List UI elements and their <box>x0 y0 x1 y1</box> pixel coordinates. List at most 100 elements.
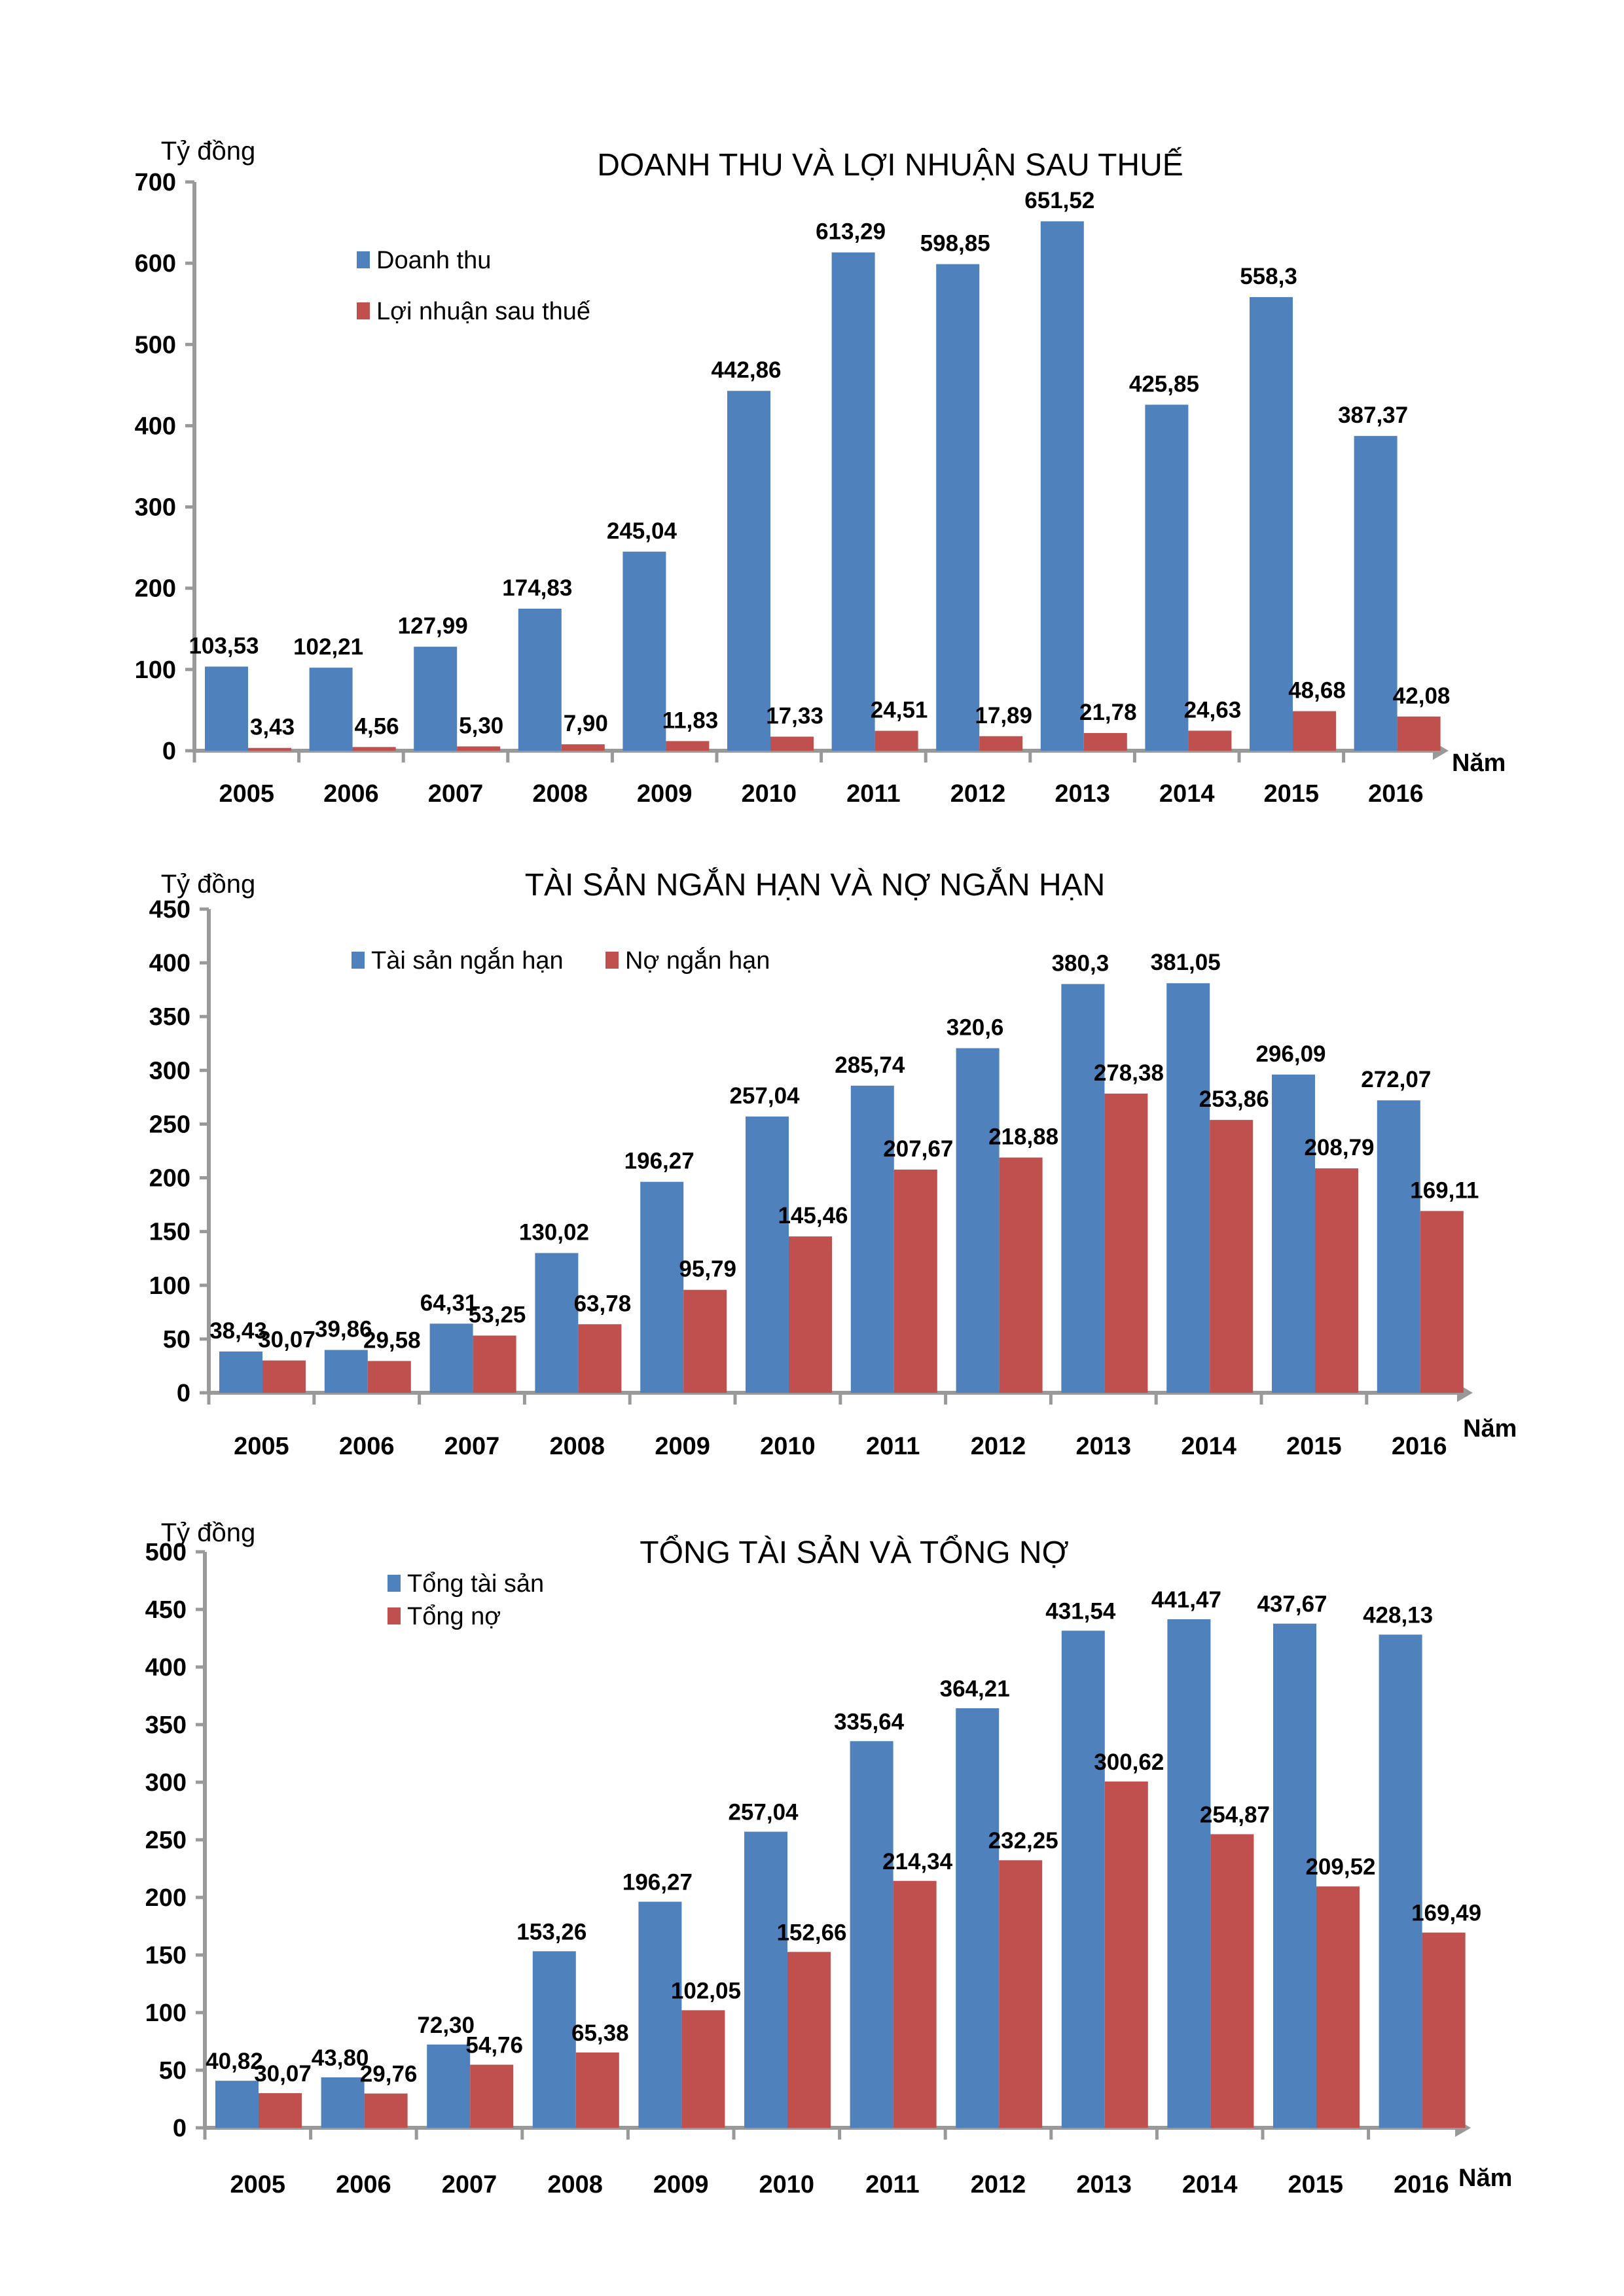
x-tick-label: 2011 <box>846 780 900 808</box>
y-axis-unit-label: Tỷ đồng <box>161 137 256 166</box>
data-label: 145,46 <box>778 1203 848 1229</box>
bar-series-2 <box>259 2093 302 2128</box>
y-tick-label: 700 <box>135 169 176 196</box>
x-tick-label: 2011 <box>865 2171 919 2198</box>
y-tick-label: 50 <box>159 2057 187 2085</box>
y-tick-label: 500 <box>135 331 176 359</box>
x-tick-label: 2012 <box>950 780 1006 808</box>
legend-entry: Doanh thu <box>376 247 491 274</box>
data-label: 196,27 <box>623 1870 693 1895</box>
data-label: 208,79 <box>1304 1135 1374 1160</box>
data-label: 169,49 <box>1411 1901 1481 1926</box>
data-label: 214,34 <box>882 1849 953 1874</box>
data-label: 11,83 <box>662 708 719 733</box>
data-label: 103,53 <box>189 633 259 658</box>
bar-series-2 <box>1188 730 1232 751</box>
legend-swatch-icon <box>605 952 619 969</box>
legend-entry: Nợ ngắn hạn <box>625 946 770 975</box>
bar-series-1 <box>956 1708 1000 2128</box>
data-label: 381,05 <box>1151 950 1221 975</box>
bar-series-1 <box>427 2044 471 2128</box>
data-label: 428,13 <box>1363 1602 1433 1628</box>
x-tick-label: 2015 <box>1286 1433 1342 1460</box>
data-label: 30,07 <box>258 1327 316 1353</box>
data-label: 153,26 <box>516 1919 586 1945</box>
bar-series-1 <box>1272 1074 1315 1393</box>
data-label: 300,62 <box>1094 1749 1164 1775</box>
data-label: 152,66 <box>776 1920 846 1945</box>
legend-swatch-icon <box>388 1607 401 1624</box>
bar-series-2 <box>683 1289 727 1393</box>
data-label: 196,27 <box>624 1149 695 1174</box>
data-label: 257,04 <box>728 1800 799 1825</box>
bar-series-2 <box>473 1335 516 1393</box>
bar-series-2 <box>1420 1211 1464 1393</box>
bar-series-1 <box>1379 1634 1422 2128</box>
y-tick-label: 0 <box>162 738 176 765</box>
bar-series-1 <box>1166 983 1210 1393</box>
bar-series-2 <box>1397 716 1441 751</box>
y-tick-label: 100 <box>149 1272 190 1300</box>
data-label: 17,89 <box>975 703 1032 728</box>
data-label: 30,07 <box>254 2061 312 2087</box>
y-tick-label: 200 <box>145 1884 187 1912</box>
x-axis-label: Năm <box>1452 749 1506 777</box>
y-tick-label: 300 <box>145 1769 187 1797</box>
data-label: 364,21 <box>940 1676 1010 1702</box>
data-label: 598,85 <box>920 231 990 257</box>
bar-series-2 <box>893 1880 937 2128</box>
data-label: 53,25 <box>469 1302 526 1328</box>
bar-series-1 <box>831 252 875 751</box>
bar-series-1 <box>638 1901 682 2128</box>
bar-series-2 <box>789 1236 832 1393</box>
y-axis-unit-label: Tỷ đồng <box>161 870 256 899</box>
bar-series-2 <box>787 1952 831 2128</box>
data-label: 425,85 <box>1129 371 1199 397</box>
y-tick-label: 300 <box>149 1057 190 1085</box>
bar-series-2 <box>1316 1886 1360 2128</box>
bar-series-2 <box>575 2052 619 2128</box>
bar-series-1 <box>936 264 980 751</box>
bar-series-1 <box>219 1351 262 1393</box>
data-label: 296,09 <box>1255 1041 1326 1067</box>
y-tick-label: 200 <box>149 1165 190 1193</box>
bar-series-2 <box>367 1361 411 1393</box>
bar-series-1 <box>1061 984 1105 1393</box>
data-label: 207,67 <box>883 1136 953 1162</box>
data-label: 5,30 <box>459 713 503 738</box>
x-tick-label: 2009 <box>653 2171 709 2198</box>
bar-series-2 <box>262 1360 306 1393</box>
bar-series-1 <box>1040 221 1084 751</box>
bar-series-1 <box>518 608 562 751</box>
data-label: 613,29 <box>816 219 886 245</box>
x-tick-label: 2013 <box>1076 1433 1132 1460</box>
bar-series-1 <box>1167 1619 1211 2128</box>
bar-series-2 <box>666 741 710 751</box>
bar-series-1 <box>324 1350 368 1393</box>
x-axis-label: Năm <box>1458 2164 1512 2192</box>
y-axis-unit-label: Tỷ đồng <box>161 1518 256 1547</box>
legend-entry: Lợi nhuận sau thuế <box>376 298 590 325</box>
data-label: 102,05 <box>671 1978 741 2003</box>
x-tick-label: 2016 <box>1392 1433 1447 1460</box>
data-label: 95,79 <box>679 1257 736 1282</box>
y-tick-label: 0 <box>177 1380 190 1407</box>
data-label: 24,63 <box>1184 697 1242 723</box>
bar-series-2 <box>248 747 291 751</box>
bar-series-2 <box>1210 1120 1254 1393</box>
y-tick-label: 300 <box>135 494 176 522</box>
x-tick-label: 2010 <box>760 1433 816 1460</box>
data-label: 7,90 <box>564 711 608 736</box>
x-tick-label: 2005 <box>234 1433 289 1460</box>
x-tick-label: 2016 <box>1394 2171 1449 2198</box>
data-label: 39,86 <box>315 1317 372 1342</box>
y-tick-label: 450 <box>145 1596 187 1624</box>
data-label: 437,67 <box>1257 1592 1327 1617</box>
x-tick-label: 2008 <box>532 780 588 808</box>
x-tick-label: 2014 <box>1182 2171 1238 2198</box>
y-tick-label: 250 <box>145 1827 187 1854</box>
data-label: 130,02 <box>519 1219 589 1245</box>
bar-series-1 <box>850 1741 893 2128</box>
x-tick-label: 2008 <box>547 2171 603 2198</box>
bar-series-2 <box>681 2010 725 2128</box>
